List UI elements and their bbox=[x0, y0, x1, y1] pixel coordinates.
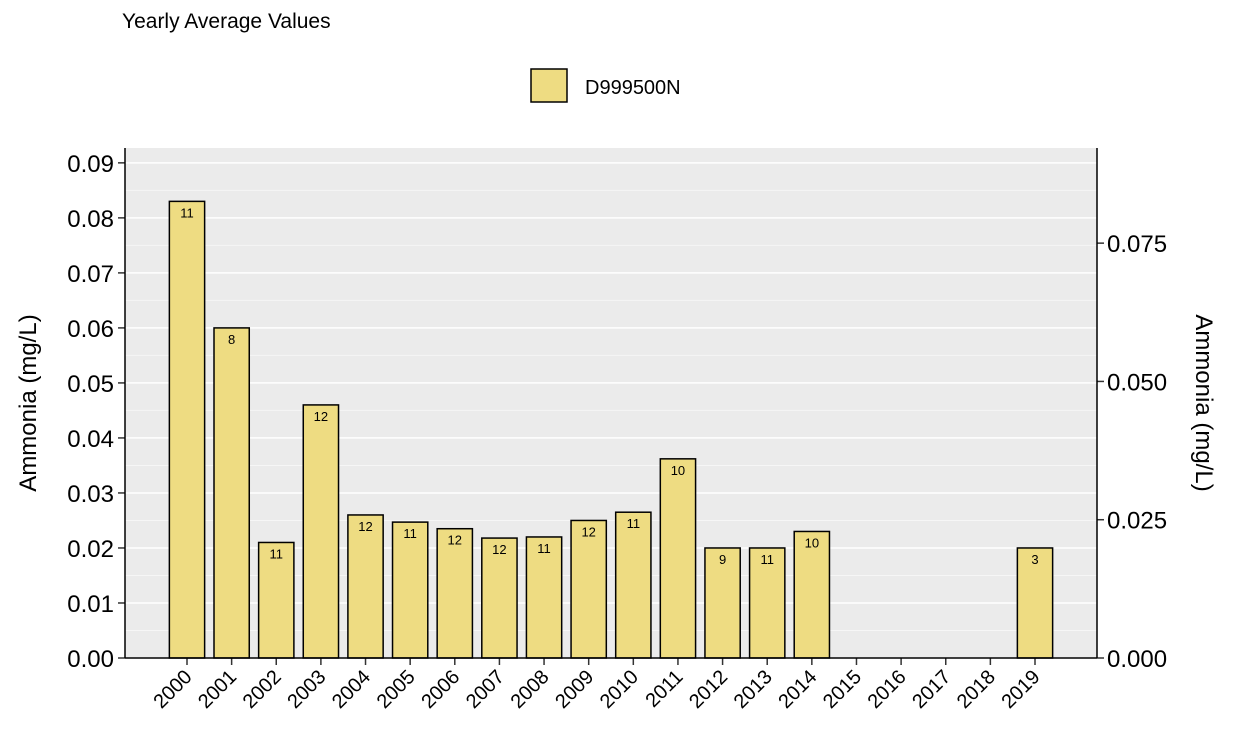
x-tick-label: 2010 bbox=[596, 666, 643, 713]
count-label: 11 bbox=[537, 541, 551, 556]
x-tick-label: 2015 bbox=[819, 666, 866, 713]
bar bbox=[1016, 547, 1054, 659]
x-tick-label: 2008 bbox=[507, 666, 554, 713]
y-tick-label: 0.01 bbox=[67, 591, 114, 618]
count-label: 12 bbox=[358, 519, 372, 534]
y-tick-label: 0.00 bbox=[67, 646, 114, 673]
bar bbox=[436, 527, 474, 659]
x-tick-label: 2012 bbox=[685, 666, 732, 713]
x-tick-label: 2006 bbox=[417, 666, 464, 713]
x-tick-label: 2002 bbox=[239, 666, 286, 713]
x-tick-label: 2007 bbox=[462, 666, 509, 713]
count-label: 10 bbox=[805, 535, 819, 550]
x-tick-label: 2016 bbox=[864, 666, 911, 713]
bar bbox=[347, 514, 384, 659]
count-label: 11 bbox=[760, 552, 774, 567]
y-tick-label: 0.02 bbox=[67, 536, 114, 563]
count-label: 12 bbox=[492, 542, 506, 557]
count-label: 11 bbox=[403, 526, 417, 541]
y-tick-label: 0.06 bbox=[67, 316, 114, 343]
x-tick-label: 2011 bbox=[642, 666, 688, 712]
bar bbox=[748, 547, 786, 659]
x-tick-label: 2000 bbox=[150, 666, 197, 713]
bar bbox=[391, 521, 429, 659]
count-label: 12 bbox=[581, 524, 595, 539]
bar bbox=[481, 537, 518, 659]
bar bbox=[704, 547, 741, 659]
y-tick-label: 0.08 bbox=[67, 206, 114, 233]
count-label: 12 bbox=[448, 533, 462, 548]
count-label: 11 bbox=[270, 546, 284, 561]
count-label: 12 bbox=[314, 409, 328, 424]
bar bbox=[302, 404, 340, 659]
bar bbox=[213, 327, 251, 659]
count-label: 3 bbox=[1031, 552, 1038, 567]
count-label: 10 bbox=[671, 463, 685, 478]
bar bbox=[659, 458, 697, 659]
y2-tick-label: 0.000 bbox=[1107, 646, 1167, 673]
x-tick-label: 2017 bbox=[908, 666, 955, 713]
bar bbox=[570, 519, 608, 659]
y2-tick-label: 0.025 bbox=[1107, 508, 1167, 535]
y-tick-label: 0.04 bbox=[67, 426, 114, 453]
count-label: 11 bbox=[180, 205, 194, 220]
y-tick-label: 0.03 bbox=[67, 481, 114, 508]
y-tick-label: 0.09 bbox=[67, 151, 114, 178]
x-tick-label: 2001 bbox=[194, 666, 241, 713]
chart-title: Yearly Average Values bbox=[122, 10, 331, 33]
x-tick-label: 2014 bbox=[774, 666, 821, 713]
x-tick-label: 2009 bbox=[551, 666, 598, 713]
count-label: 8 bbox=[228, 332, 235, 347]
y-tick-label: 0.05 bbox=[67, 371, 114, 398]
bar bbox=[614, 511, 652, 659]
y2-tick-label: 0.050 bbox=[1107, 369, 1167, 396]
x-tick-label: 2003 bbox=[283, 666, 330, 713]
bar bbox=[525, 536, 563, 659]
legend-label: D999500N bbox=[585, 77, 681, 99]
x-tick-label: 2019 bbox=[998, 666, 1045, 713]
x-tick-label: 2005 bbox=[373, 666, 420, 713]
legend-key bbox=[530, 68, 568, 103]
count-label: 9 bbox=[719, 552, 726, 567]
y2-tick-label: 0.075 bbox=[1107, 231, 1167, 258]
x-tick-label: 2004 bbox=[328, 666, 375, 713]
x-tick-label: 2018 bbox=[953, 666, 1000, 713]
y-tick-label: 0.07 bbox=[67, 261, 114, 288]
y2-axis-title: Ammonia (mg/L) bbox=[1190, 314, 1217, 491]
y-axis-title: Ammonia (mg/L) bbox=[15, 314, 42, 491]
x-tick-label: 2013 bbox=[730, 666, 777, 713]
bar bbox=[168, 200, 206, 659]
count-label: 11 bbox=[627, 516, 641, 531]
bar bbox=[257, 541, 295, 659]
